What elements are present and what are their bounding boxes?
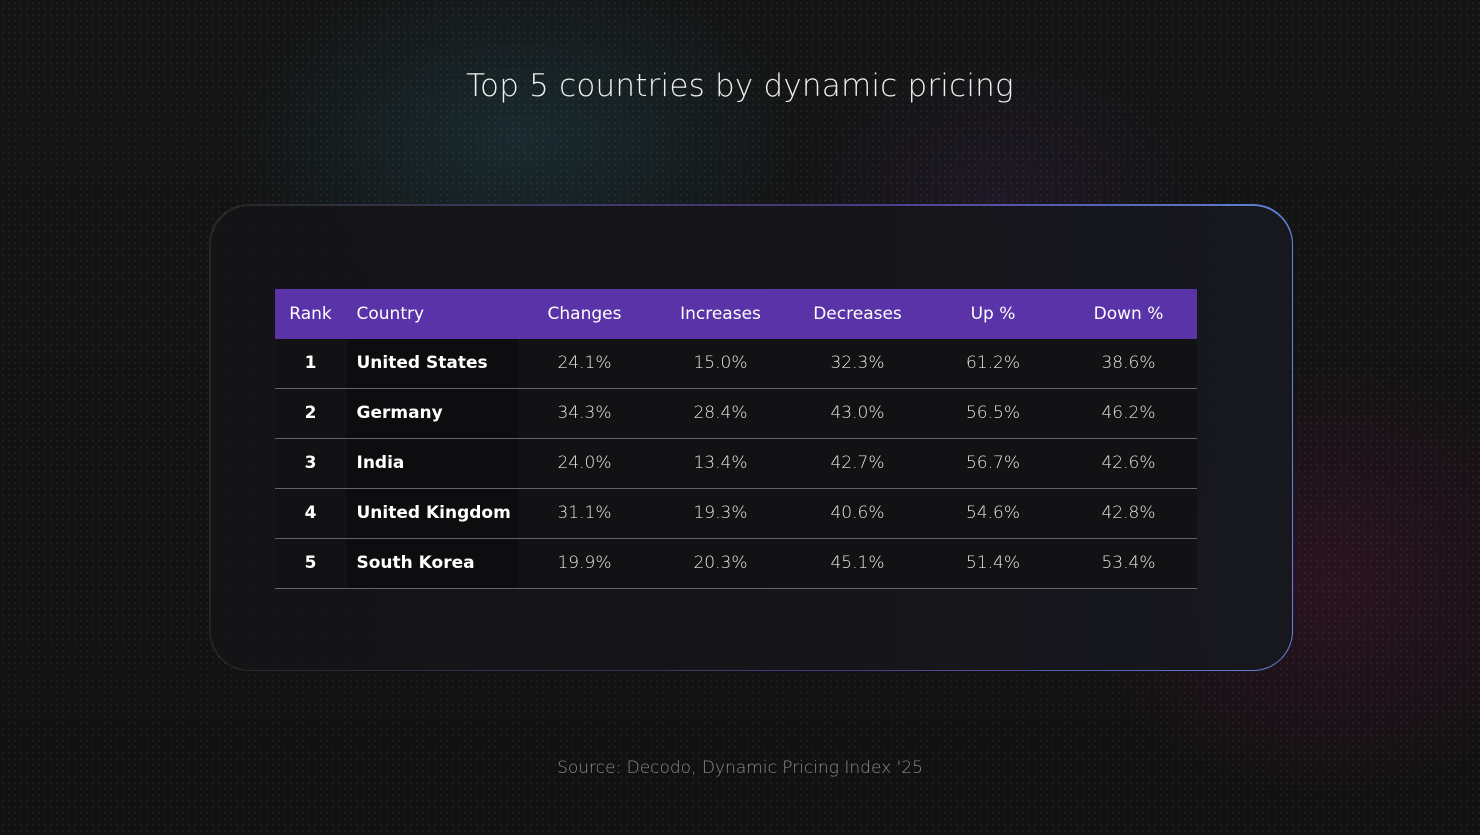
table-row: 5 South Korea 19.9% 20.3% 45.1% 51.4% 53.4% <box>274 538 1197 589</box>
cell-increases: 13.4% <box>693 453 748 473</box>
table-row: 3 India 24.0% 13.4% 42.7% 56.7% 42.6% <box>274 438 1197 489</box>
source-note: Source: Decodo, Dynamic Pricing Index '2… <box>557 758 923 778</box>
table-row: 1 United States 24.1% 15.0% 32.3% 61.2% 38.6% <box>274 338 1197 389</box>
cell-increases: 20.3% <box>693 553 748 573</box>
cell-increases: 19.3% <box>693 503 748 523</box>
cell-changes: 24.1% <box>557 353 612 373</box>
header-increases: Increases <box>680 303 761 324</box>
cell-changes: 31.1% <box>557 503 612 523</box>
cell-decreases: 43.0% <box>830 403 885 423</box>
data-table: Rank Country Changes Increases Decreases… <box>274 288 1197 589</box>
header-up-percent: Up % <box>970 303 1016 324</box>
cell-country: United Kingdom <box>346 488 518 538</box>
header-changes: Changes <box>547 303 622 324</box>
cell-down-percent: 46.2% <box>1101 403 1156 423</box>
table-body: 1 United States 24.1% 15.0% 32.3% 61.2% 38.6% 2… <box>274 338 1197 589</box>
cell-rank: 1 <box>304 353 317 373</box>
cell-decreases: 32.3% <box>830 353 885 373</box>
table-card-inner: Rank Country Changes Increases Decreases… <box>210 205 1292 670</box>
header-rank: Rank <box>289 303 332 324</box>
cell-up-percent: 51.4% <box>965 553 1020 573</box>
cell-rank: 2 <box>304 403 317 423</box>
cell-decreases: 40.6% <box>830 503 885 523</box>
cell-down-percent: 42.6% <box>1101 453 1156 473</box>
cell-up-percent: 54.6% <box>965 503 1020 523</box>
cell-decreases: 42.7% <box>830 453 885 473</box>
cell-decreases: 45.1% <box>830 553 885 573</box>
table-header-row: Rank Country Changes Increases Decreases… <box>274 288 1197 339</box>
cell-country: South Korea <box>346 538 518 588</box>
header-decreases: Decreases <box>813 303 902 324</box>
page-title: Top 5 countries by dynamic pricing <box>466 68 1014 104</box>
header-down-percent: Down % <box>1093 303 1164 324</box>
cell-up-percent: 61.2% <box>965 353 1020 373</box>
cell-country: United States <box>346 338 518 388</box>
cell-rank: 3 <box>304 453 317 473</box>
table-row: 4 United Kingdom 31.1% 19.3% 40.6% 54.6% 42.8% <box>274 488 1197 539</box>
cell-country: India <box>346 438 518 488</box>
cell-down-percent: 53.4% <box>1101 553 1156 573</box>
table-card: Rank Country Changes Increases Decreases… <box>209 204 1293 671</box>
table-row: 2 Germany 34.3% 28.4% 43.0% 56.5% 46.2% <box>274 388 1197 439</box>
header-country: Country <box>356 303 425 324</box>
cell-rank: 4 <box>304 503 317 523</box>
cell-up-percent: 56.7% <box>965 453 1020 473</box>
cell-increases: 28.4% <box>693 403 748 423</box>
cell-down-percent: 38.6% <box>1101 353 1156 373</box>
cell-down-percent: 42.8% <box>1101 503 1156 523</box>
cell-rank: 5 <box>304 553 317 573</box>
cell-country: Germany <box>346 388 518 438</box>
cell-changes: 19.9% <box>557 553 612 573</box>
cell-changes: 34.3% <box>557 403 612 423</box>
cell-changes: 24.0% <box>557 453 612 473</box>
cell-up-percent: 56.5% <box>965 403 1020 423</box>
cell-increases: 15.0% <box>693 353 748 373</box>
